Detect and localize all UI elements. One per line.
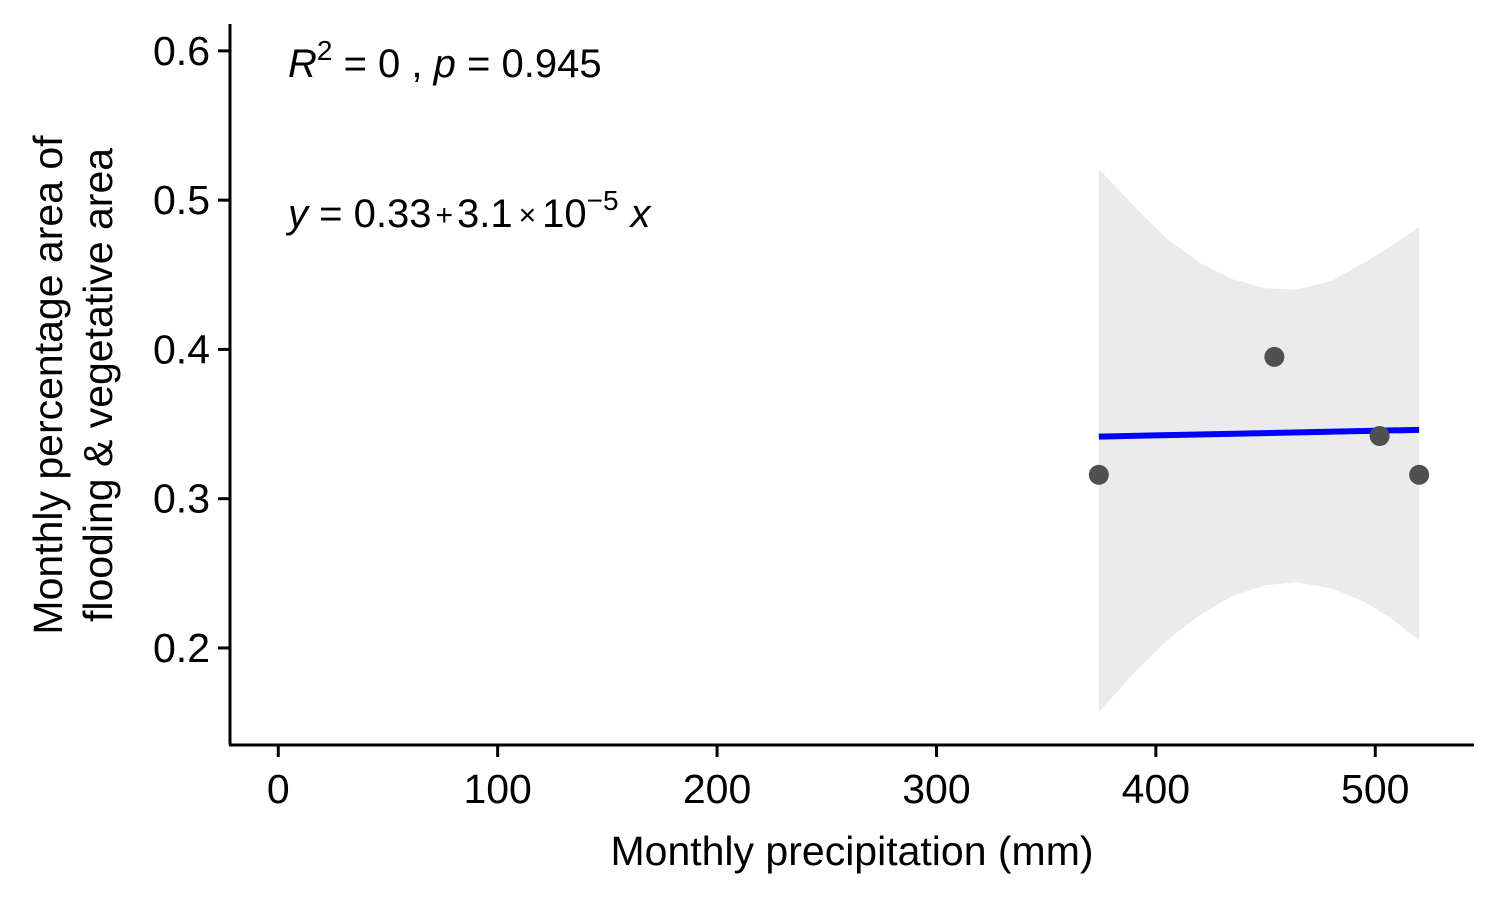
regression-line (1098, 426, 1420, 440)
data-point-1 (1088, 464, 1109, 485)
ticks-layer: 0 100 200 300 400 500 0.2 0.3 0.4 0.5 0.6 (153, 28, 1409, 812)
eq-coef: 3.1 (457, 192, 513, 236)
eq-plus: + (435, 199, 453, 232)
x-axis-title: Monthly precipitation (mm) (610, 828, 1093, 874)
x-tick-label-0: 0 (267, 766, 290, 812)
eq-exponent: −5 (587, 185, 619, 216)
x-tick-label-400: 400 (1122, 766, 1190, 812)
y-tick-label-0.3: 0.3 (153, 476, 210, 522)
eq-times: × (519, 199, 537, 232)
r-letter: R (288, 42, 317, 86)
x-tick-label-300: 300 (902, 766, 970, 812)
confidence-band-layer (1098, 168, 1420, 713)
y-axis-title-line-1: Monthly percentage area of (25, 135, 71, 635)
data-point-3 (1369, 426, 1390, 446)
x-tick-label-500: 500 (1341, 766, 1409, 812)
eq-base: 10 (542, 192, 587, 236)
regression-equation: y = 0.33 +3.1 × 10−5 x (285, 185, 653, 236)
r-exponent: 2 (317, 35, 333, 66)
y-axis-title-line-2: flooding & vegetative area (75, 148, 121, 622)
p-rest: = 0.945 (456, 42, 602, 86)
eq-x-letter: x (629, 192, 653, 236)
data-point-2 (1264, 346, 1285, 367)
regression-line-layer (1098, 426, 1420, 440)
confidence-band (1098, 168, 1420, 713)
p-letter: p (433, 42, 456, 86)
r-squared-annotation: R2 = 0 , p = 0.945 (288, 35, 602, 86)
data-point-4 (1409, 464, 1430, 485)
y-tick-label-0.2: 0.2 (153, 625, 210, 671)
x-tick-label-100: 100 (463, 766, 531, 812)
data-points-layer (1088, 346, 1430, 485)
y-tick-label-0.5: 0.5 (153, 177, 210, 223)
x-tick-label-200: 200 (683, 766, 751, 812)
y-tick-label-0.4: 0.4 (153, 326, 210, 372)
r-rest: = 0 , (332, 42, 433, 86)
axes-layer (228, 24, 1474, 747)
y-tick-label-0.6: 0.6 (153, 28, 210, 74)
eq-intercept: = 0.33 (308, 192, 431, 236)
eq-y-letter: y (285, 192, 311, 236)
